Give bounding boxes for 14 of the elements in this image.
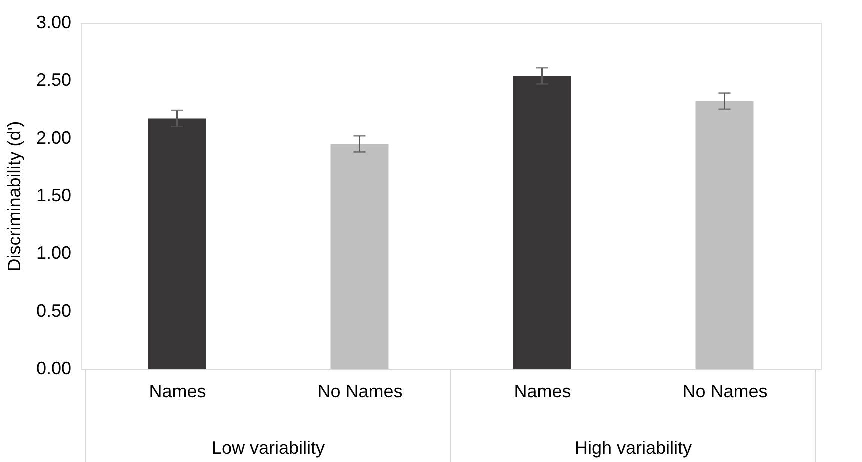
x-tick-label: No Names: [318, 382, 403, 402]
y-tick-label: 2.50: [36, 70, 72, 90]
y-tick-label: 0.00: [36, 358, 72, 378]
text: Low variability: [212, 438, 326, 458]
x-tick-label: Names: [514, 382, 572, 402]
text: High variability: [574, 438, 692, 458]
y-tick-label: 1.50: [36, 186, 72, 206]
y-tick-label: 3.00: [36, 12, 72, 32]
y-tick-label: 2.00: [36, 128, 72, 148]
x-tick-label: No Names: [682, 382, 768, 402]
x-tick-label: Names: [149, 382, 206, 402]
y-tick-label: 0.50: [36, 300, 72, 321]
y-axis-title: Discriminability (d'): [4, 121, 24, 272]
y-tick-label: 1.00: [36, 243, 72, 264]
